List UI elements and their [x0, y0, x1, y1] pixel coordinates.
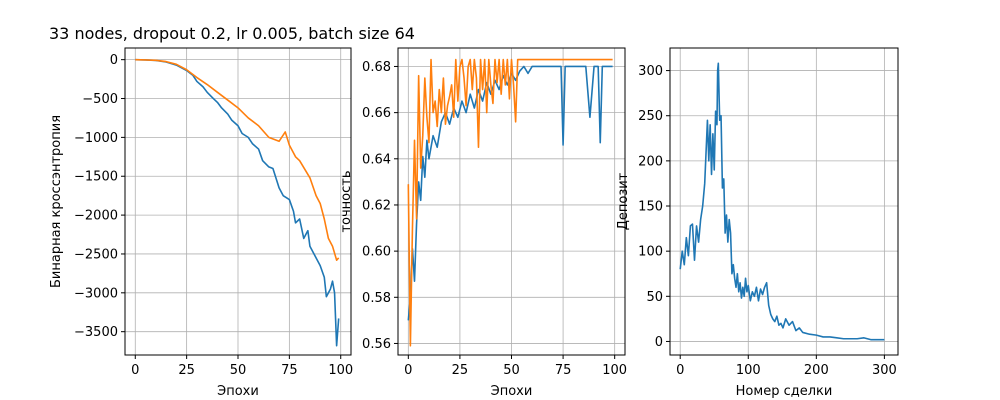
accuracy-series-2-line [407, 58, 613, 347]
x-tick-label: 25 [452, 363, 469, 378]
x-tick-label: 50 [503, 363, 520, 378]
y-tick-label: −3500 [74, 325, 118, 340]
y-tick-label: 150 [638, 200, 663, 215]
y-tick-label: 100 [638, 245, 663, 260]
y-tick-label: 0.60 [362, 245, 391, 260]
loss-chart-panel: 0 25 50 75 100 0 −500 −1000 −1500 −2000 −2500 −3000… [49, 47, 353, 399]
y-tick-label: 0.62 [362, 198, 391, 213]
y-tick-label: −2500 [74, 247, 118, 262]
y-tick-label: 0.68 [362, 60, 391, 75]
deposit-x-axis-label: Номер сделки [736, 384, 833, 399]
y-tick-label: −1500 [74, 170, 118, 185]
accuracy-series-group [407, 58, 613, 347]
y-tick-label: 0 [655, 335, 663, 350]
deposit-series-group [679, 62, 885, 341]
loss-series-1-line [135, 58, 340, 347]
x-tick-label: 75 [281, 363, 298, 378]
deposit-axes-frame [669, 47, 899, 356]
x-tick-label: 100 [736, 363, 761, 378]
x-tick-label: 200 [804, 363, 829, 378]
accuracy-ticks: 0 25 50 75 100 0.56 0.58 0.60 0.62 0.64 0.66 0.68 [362, 60, 627, 378]
x-tick-label: 0 [676, 363, 684, 378]
y-tick-label: 250 [638, 109, 663, 124]
x-tick-label: 100 [328, 363, 353, 378]
x-tick-label: 0 [131, 363, 139, 378]
loss-ticks: 0 25 50 75 100 0 −500 −1000 −1500 −2000 −2500 −3000… [74, 53, 353, 378]
x-tick-label: 0 [404, 363, 412, 378]
accuracy-x-axis-label: Эпохи [491, 384, 533, 399]
loss-x-axis-label: Эпохи [217, 384, 259, 399]
loss-y-axis-label: Бинарная кроссэнтропия [49, 115, 64, 288]
y-tick-label: 0.58 [362, 291, 391, 306]
y-tick-label: −500 [82, 92, 118, 107]
deposit-ticks: 0 100 200 300 0 50 100 150 200 250 300 [638, 64, 897, 378]
x-tick-label: 100 [602, 363, 627, 378]
y-tick-label: −3000 [74, 286, 118, 301]
deposit-series-1-line [679, 62, 885, 341]
y-tick-label: 0.64 [362, 152, 391, 167]
x-tick-label: 75 [555, 363, 572, 378]
x-tick-label: 50 [230, 363, 247, 378]
figure-title: 33 nodes, dropout 0.2, lr 0.005, batch s… [49, 24, 415, 43]
y-tick-label: 50 [646, 290, 663, 305]
y-tick-label: −1000 [74, 131, 118, 146]
x-tick-label: 25 [178, 363, 195, 378]
deposit-chart-panel: 0 100 200 300 0 50 100 150 200 250 300 Номер сделки… [616, 47, 899, 399]
deposit-y-axis-label: Депозит [616, 172, 631, 230]
y-tick-label: 300 [638, 64, 663, 79]
loss-series-group [135, 58, 340, 347]
y-tick-label: 0.56 [362, 337, 391, 352]
accuracy-y-axis-label: точность [339, 170, 354, 232]
x-tick-label: 300 [872, 363, 897, 378]
accuracy-chart-panel: 0 25 50 75 100 0.56 0.58 0.60 0.62 0.64 0.66 0.68 Эп… [339, 47, 627, 399]
loss-series-2-line [135, 58, 340, 261]
y-tick-label: −2000 [74, 209, 118, 224]
y-tick-label: 0 [110, 53, 118, 68]
y-tick-label: 0.66 [362, 106, 391, 121]
y-tick-label: 200 [638, 154, 663, 169]
